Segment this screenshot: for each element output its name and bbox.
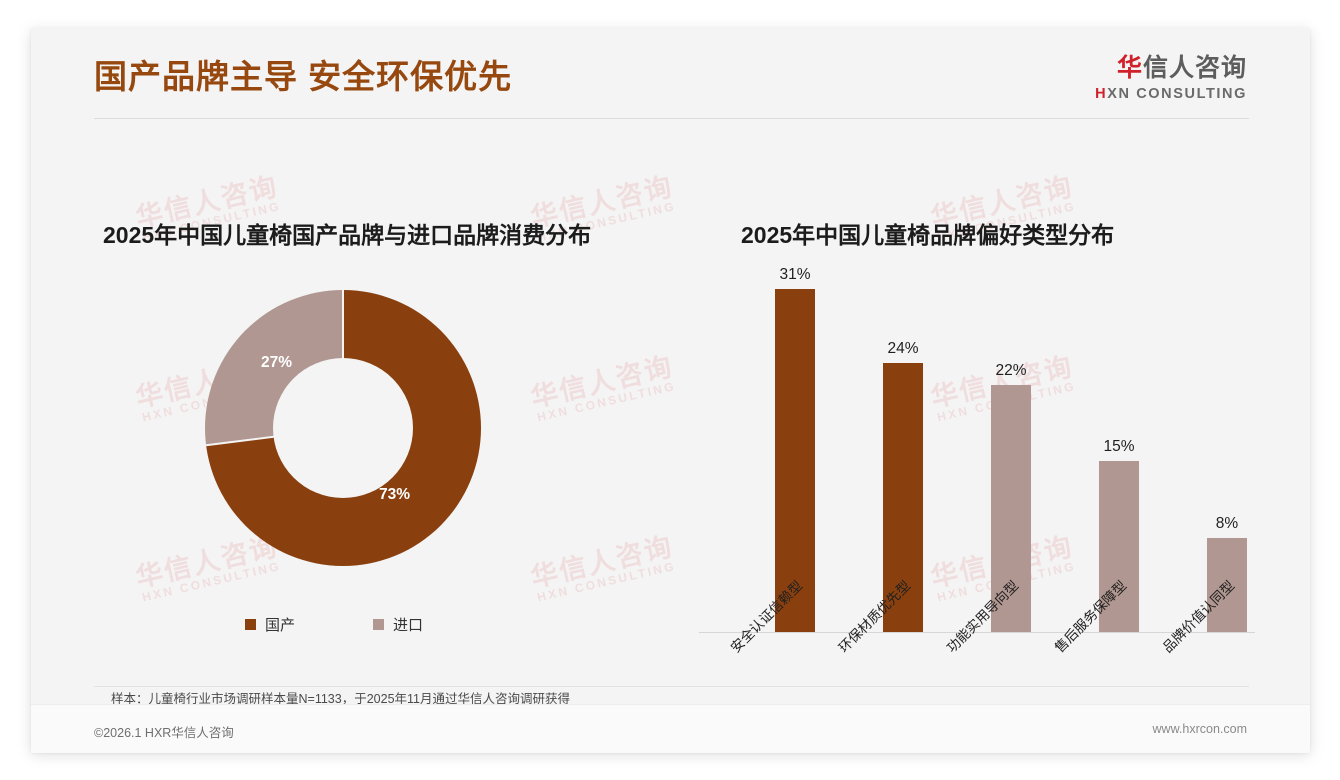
bar-rect[interactable]	[883, 363, 923, 632]
bar-axis-line	[699, 632, 1255, 633]
watermark-cn: 华信人咨询	[528, 351, 677, 414]
source-footnote: 样本：儿童椅行业市场调研样本量N=1133，于2025年11月通过华信人咨询调研…	[111, 692, 570, 706]
donut-slice-label-imported: 27%	[261, 354, 293, 371]
bar-rect[interactable]	[775, 289, 815, 632]
legend-label: 国产	[265, 617, 296, 634]
legend-label: 进口	[393, 617, 424, 634]
logo-chinese: 华信人咨询	[1095, 56, 1247, 81]
bar-value-label: 31%	[779, 266, 811, 283]
watermark: 华信人咨询 HXN CONSULTING	[528, 351, 678, 425]
bar-value-label: 22%	[995, 362, 1027, 379]
bar-value-label: 15%	[1103, 438, 1135, 455]
logo-cn-accent: 华	[1116, 54, 1143, 82]
legend-item-domestic[interactable]: 国产	[245, 614, 295, 635]
legend-swatch-icon	[373, 619, 385, 630]
logo-cn-rest: 信人咨询	[1142, 54, 1247, 82]
brand-logo: 华信人咨询 HXN CONSULTING	[1095, 56, 1247, 102]
logo-english: HXN CONSULTING	[1095, 87, 1247, 102]
bar-chart-title: 2025年中国儿童椅品牌偏好类型分布	[741, 222, 1115, 248]
logo-en-accent: H	[1095, 86, 1108, 102]
watermark-en: HXN CONSULTING	[535, 559, 678, 605]
bar-value-label: 8%	[1215, 515, 1239, 532]
donut-hole	[273, 358, 413, 498]
bar-rect[interactable]	[1207, 538, 1247, 632]
header-divider	[94, 118, 1249, 119]
slide-footer: ©2026.1 HXR华信人咨询 www.hxrcon.com	[31, 704, 1310, 753]
slide-header: 国产品牌主导 安全环保优先 华信人咨询 HXN CONSULTING	[31, 28, 1310, 119]
page-title: 国产品牌主导 安全环保优先	[94, 58, 513, 95]
logo-en-rest: XN CONSULTING	[1107, 86, 1247, 102]
slide-card: 华信人咨询 HXN CONSULTING 华信人咨询 HXN CONSULTIN…	[31, 28, 1310, 753]
legend-item-imported[interactable]: 进口	[373, 614, 423, 635]
bar-chart: 31% 24% 22% 15% 8%	[693, 258, 1293, 655]
donut-legend: 国产 进口	[245, 614, 423, 635]
watermark-en: HXN CONSULTING	[535, 379, 678, 425]
watermark: 华信人咨询 HXN CONSULTING	[528, 531, 678, 605]
legend-swatch-icon	[245, 619, 256, 630]
website-url[interactable]: www.hxrcon.com	[1152, 722, 1247, 736]
footnote-divider	[94, 686, 1249, 687]
bar-rect[interactable]	[991, 385, 1031, 632]
donut-chart: 73% 27%	[205, 290, 481, 566]
watermark-cn: 华信人咨询	[528, 531, 677, 594]
donut-chart-title: 2025年中国儿童椅国产品牌与进口品牌消费分布	[103, 222, 592, 248]
bar-rect[interactable]	[1099, 461, 1139, 632]
copyright-text: ©2026.1 HXR华信人咨询	[94, 726, 234, 740]
donut-slice-label-domestic: 73%	[379, 486, 411, 503]
bar-value-label: 24%	[887, 340, 919, 357]
watermark-en: HXN CONSULTING	[140, 559, 283, 605]
